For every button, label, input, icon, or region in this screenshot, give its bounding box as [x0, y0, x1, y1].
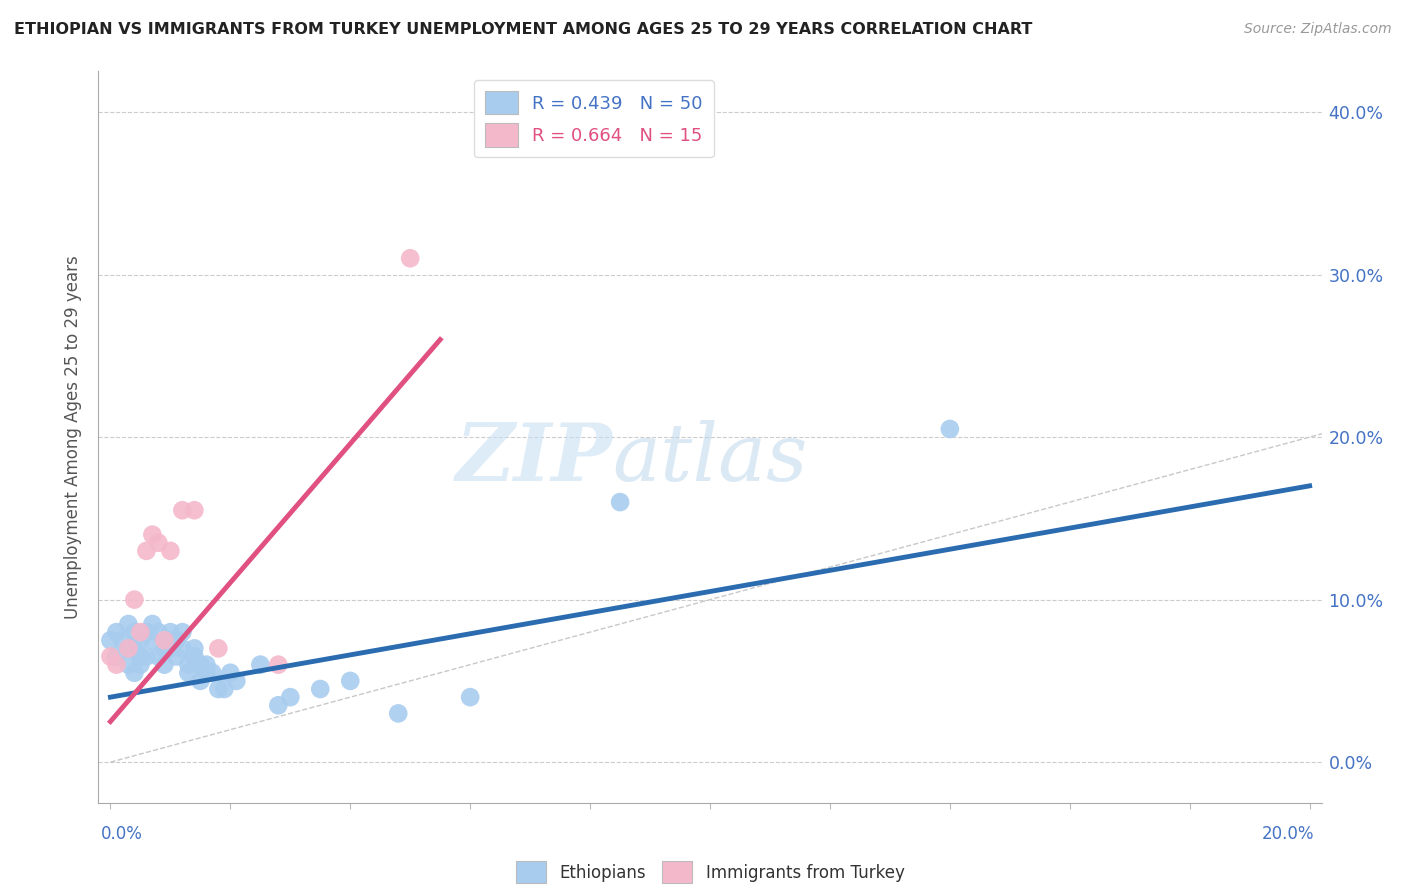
Point	[129, 649, 152, 664]
Point	[159, 544, 181, 558]
Point	[159, 633, 181, 648]
Point	[399, 252, 422, 266]
Point	[172, 503, 194, 517]
Point	[117, 641, 139, 656]
Y-axis label: Unemployment Among Ages 25 to 29 years: Unemployment Among Ages 25 to 29 years	[65, 255, 83, 619]
Point	[183, 641, 205, 656]
Point	[214, 681, 236, 696]
Point	[153, 657, 176, 672]
Text: Source: ZipAtlas.com: Source: ZipAtlas.com	[1244, 22, 1392, 37]
Point	[177, 665, 200, 680]
Point	[278, 690, 301, 705]
Text: ETHIOPIAN VS IMMIGRANTS FROM TURKEY UNEMPLOYMENT AMONG AGES 25 TO 29 YEARS CORRE: ETHIOPIAN VS IMMIGRANTS FROM TURKEY UNEM…	[14, 22, 1032, 37]
Point	[105, 657, 128, 672]
Point	[267, 657, 290, 672]
Point	[188, 673, 211, 688]
Point	[135, 649, 157, 664]
Point	[129, 633, 152, 648]
Point	[141, 527, 163, 541]
Point	[172, 625, 194, 640]
Point	[177, 657, 200, 672]
Point	[201, 665, 224, 680]
Point	[225, 673, 247, 688]
Point	[939, 422, 962, 436]
Point	[148, 535, 170, 549]
Point	[183, 649, 205, 664]
Point	[159, 625, 181, 640]
Text: 20.0%: 20.0%	[1263, 825, 1315, 843]
Point	[172, 641, 194, 656]
Point	[117, 617, 139, 632]
Point	[309, 681, 332, 696]
Point	[153, 633, 176, 648]
Point	[188, 657, 211, 672]
Legend: Ethiopians, Immigrants from Turkey: Ethiopians, Immigrants from Turkey	[509, 855, 911, 889]
Point	[100, 633, 122, 648]
Point	[458, 690, 481, 705]
Point	[195, 657, 218, 672]
Point	[129, 625, 152, 640]
Point	[387, 706, 409, 721]
Text: ZIP: ZIP	[456, 420, 612, 498]
Point	[165, 633, 187, 648]
Point	[207, 681, 229, 696]
Point	[124, 592, 146, 607]
Point	[100, 649, 122, 664]
Point	[148, 625, 170, 640]
Point	[129, 657, 152, 672]
Point	[195, 665, 218, 680]
Point	[117, 657, 139, 672]
Point	[249, 657, 271, 672]
Point	[141, 617, 163, 632]
Point	[609, 495, 631, 509]
Point	[124, 641, 146, 656]
Point	[183, 503, 205, 517]
Point	[141, 633, 163, 648]
Point	[135, 625, 157, 640]
Point	[207, 641, 229, 656]
Point	[135, 544, 157, 558]
Point	[219, 665, 242, 680]
Point	[105, 649, 128, 664]
Text: atlas: atlas	[612, 420, 807, 498]
Text: 0.0%: 0.0%	[101, 825, 143, 843]
Point	[267, 698, 290, 713]
Point	[105, 625, 128, 640]
Point	[124, 665, 146, 680]
Point	[165, 649, 187, 664]
Point	[111, 633, 134, 648]
Point	[159, 641, 181, 656]
Point	[124, 625, 146, 640]
Point	[339, 673, 361, 688]
Point	[153, 641, 176, 656]
Point	[117, 641, 139, 656]
Point	[148, 649, 170, 664]
